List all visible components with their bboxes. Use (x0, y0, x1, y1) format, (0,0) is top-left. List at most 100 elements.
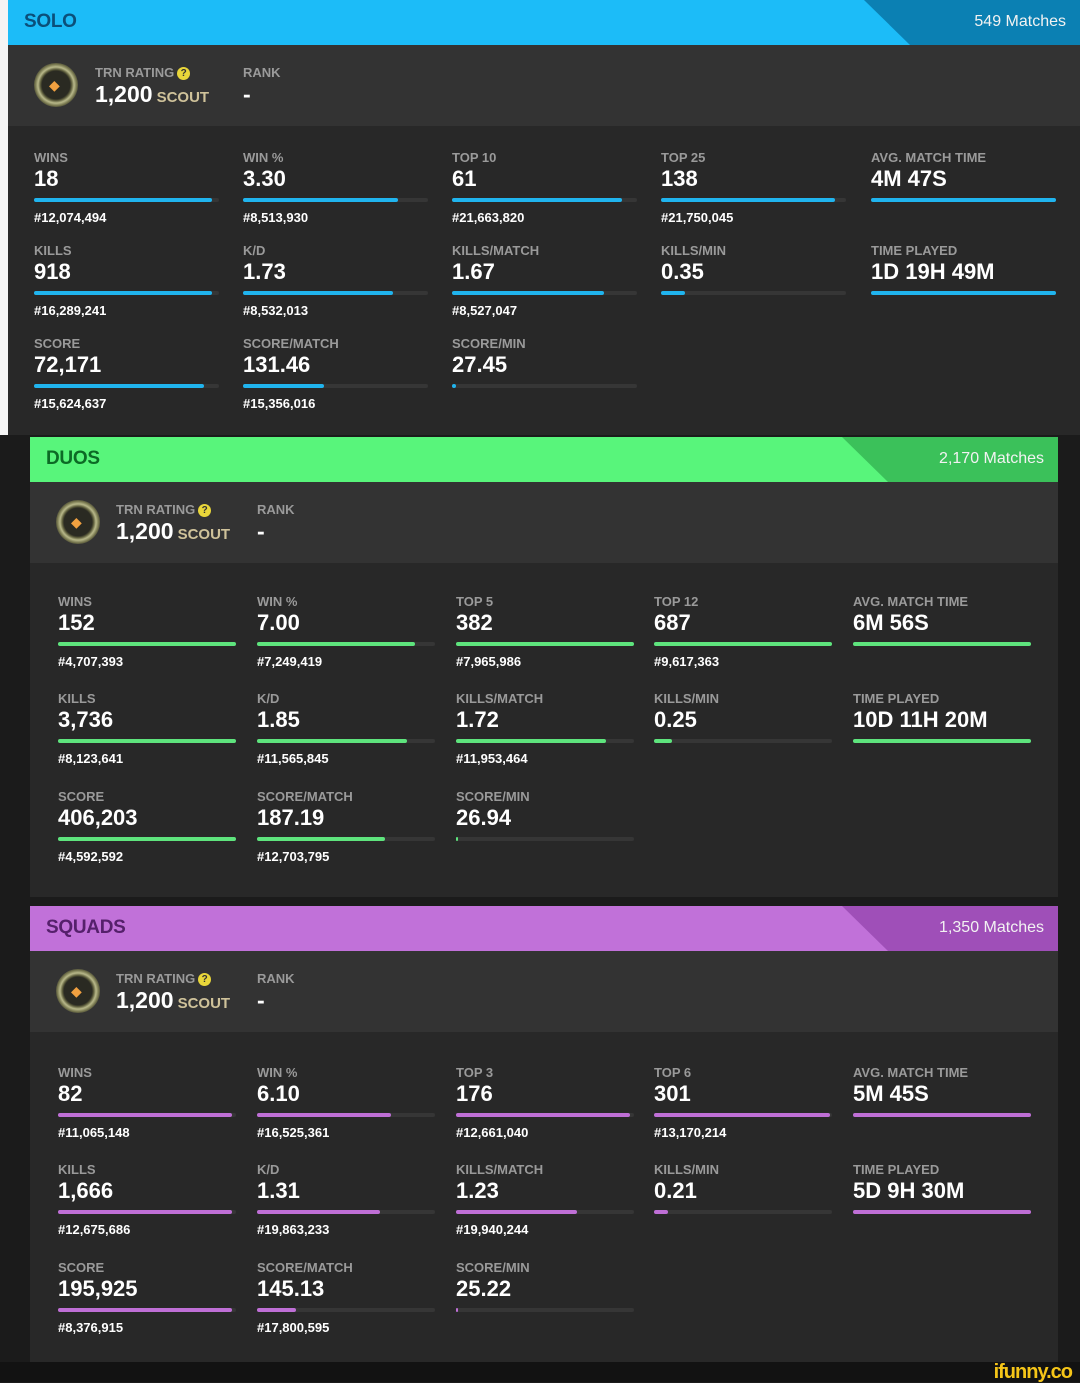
stat-top-12: TOP 12 687 #9,617,363 (654, 594, 832, 669)
section-duos: DUOS 2,170 Matches ◆ TRN RATING? 1,200 SC… (30, 437, 1058, 897)
stat-rank: #4,707,393 (58, 654, 124, 669)
stat-value: 0.35 (661, 259, 704, 284)
stat-rank (456, 849, 634, 864)
stat-progress-bar (257, 739, 435, 743)
stat-rank: #9,617,363 (654, 654, 720, 669)
stat-value: 72,171 (34, 352, 102, 377)
stat-kills: KILLS 3,736 #8,123,641 (58, 691, 236, 766)
stat-value: 687 (654, 610, 691, 635)
stat-label: K/D (257, 1162, 280, 1177)
rank-badge-icon: ◆ (56, 500, 100, 544)
trn-rating-label-text: TRN RATING (116, 502, 196, 517)
stat-progress-fill (853, 739, 1031, 743)
stat-progress-fill (243, 384, 325, 388)
section-header: SOLO 549 Matches (8, 0, 1080, 45)
section-title: SQUADS (46, 917, 126, 938)
stat-progress-bar (456, 1113, 634, 1117)
stat-rank: #19,863,233 (257, 1222, 330, 1237)
stat-label: SCORE/MATCH (257, 1260, 353, 1275)
stat-label: WINS (34, 150, 68, 165)
stat-progress-fill (456, 739, 606, 743)
stat-rank: #11,065,148 (58, 1125, 130, 1140)
trn-rating-label-text: TRN RATING (116, 971, 196, 986)
stat-wins: WINS 82 #11,065,148 (58, 1065, 236, 1140)
stat-rank (661, 303, 846, 318)
rating-band: ◆ TRN RATING? 1,200 SCOUT RANK - (30, 951, 1058, 1032)
stat-progress-bar (452, 198, 637, 202)
stat-progress-bar (654, 739, 832, 743)
stat-progress-bar (257, 642, 435, 646)
stat-rank: #12,675,686 (58, 1222, 131, 1237)
trn-rating-label-text: TRN RATING (95, 65, 175, 80)
stat-value: 7.00 (257, 610, 300, 635)
stat-win-: WIN % 7.00 #7,249,419 (257, 594, 435, 669)
stat-rank: #21,663,820 (452, 210, 525, 225)
stat-value: 131.46 (243, 352, 311, 377)
stat-progress-bar (456, 1210, 634, 1214)
stat-label: TIME PLAYED (853, 691, 940, 706)
stat-value: 0.21 (654, 1178, 697, 1203)
trn-rating-value: 1,200 SCOUT (116, 518, 230, 545)
stat-progress-fill (34, 291, 212, 295)
stat-progress-fill (661, 291, 686, 295)
matches-count: 549 Matches (974, 13, 1066, 30)
help-icon[interactable]: ? (177, 67, 191, 80)
stat-score-match: SCORE/MATCH 131.46 #15,356,016 (243, 336, 428, 411)
section-header: SQUADS 1,350 Matches (30, 906, 1058, 951)
stat-progress-fill (654, 739, 672, 743)
stat-rank: #12,703,795 (257, 849, 330, 864)
stat-progress-bar (853, 642, 1031, 646)
stat-progress-bar (34, 198, 219, 202)
stat-label: SCORE/MATCH (257, 789, 353, 804)
stat-progress-bar (871, 291, 1056, 295)
stat-rank (853, 751, 1031, 766)
stat-progress-fill (452, 384, 456, 388)
stat-k-d: K/D 1.31 #19,863,233 (257, 1162, 435, 1237)
stat-value: 5M 45S (853, 1081, 929, 1106)
stat-progress-fill (654, 1210, 669, 1214)
stat-progress-bar (452, 291, 637, 295)
stat-label: SCORE/MIN (452, 336, 526, 351)
stat-rank: #19,940,244 (456, 1222, 529, 1237)
stat-label: TOP 25 (661, 150, 706, 165)
stat-progress-fill (257, 1210, 380, 1214)
rating-number: 1,200 (116, 518, 174, 544)
stat-label: SCORE (58, 789, 105, 804)
stat-value: 382 (456, 610, 493, 635)
help-icon[interactable]: ? (198, 504, 212, 517)
rank-label: RANK (243, 65, 281, 80)
stat-rank (452, 396, 637, 411)
stat-rank: #8,513,930 (243, 210, 309, 225)
stat-label: KILLS/MIN (654, 1162, 719, 1177)
rank-badge-icon: ◆ (34, 63, 78, 107)
stat-kills-min: KILLS/MIN 0.35 (661, 243, 846, 318)
stat-progress-fill (257, 1113, 391, 1117)
stat-value: 1.85 (257, 707, 300, 732)
stat-label: K/D (243, 243, 266, 258)
stat-top-6: TOP 6 301 #13,170,214 (654, 1065, 832, 1140)
tier-label: SCOUT (177, 526, 231, 543)
help-icon[interactable]: ? (198, 973, 212, 986)
stat-progress-fill (654, 1113, 831, 1117)
stat-label: WIN % (243, 150, 284, 165)
stat-kills: KILLS 1,666 #12,675,686 (58, 1162, 236, 1237)
stat-rank: #11,953,464 (456, 751, 528, 766)
stat-progress-fill (853, 1113, 1031, 1117)
stat-progress-bar (456, 642, 634, 646)
stat-progress-bar (257, 837, 435, 841)
rank-label: RANK (257, 971, 295, 986)
stat-progress-fill (871, 198, 1056, 202)
stat-rank (853, 1222, 1031, 1237)
stat-value: 187.19 (257, 805, 325, 830)
stat-progress-fill (456, 1113, 631, 1117)
stat-rank: #4,592,592 (58, 849, 124, 864)
stat-progress-bar (654, 642, 832, 646)
stat-kills: KILLS 918 #16,289,241 (34, 243, 219, 318)
stat-value: 3,736 (58, 707, 114, 732)
stat-progress-fill (257, 642, 416, 646)
stat-progress-bar (58, 1210, 236, 1214)
trn-rating-value: 1,200 SCOUT (116, 987, 230, 1014)
stat-value: 176 (456, 1081, 493, 1106)
stat-progress-bar (853, 1113, 1031, 1117)
stat-kills-match: KILLS/MATCH 1.23 #19,940,244 (456, 1162, 634, 1237)
